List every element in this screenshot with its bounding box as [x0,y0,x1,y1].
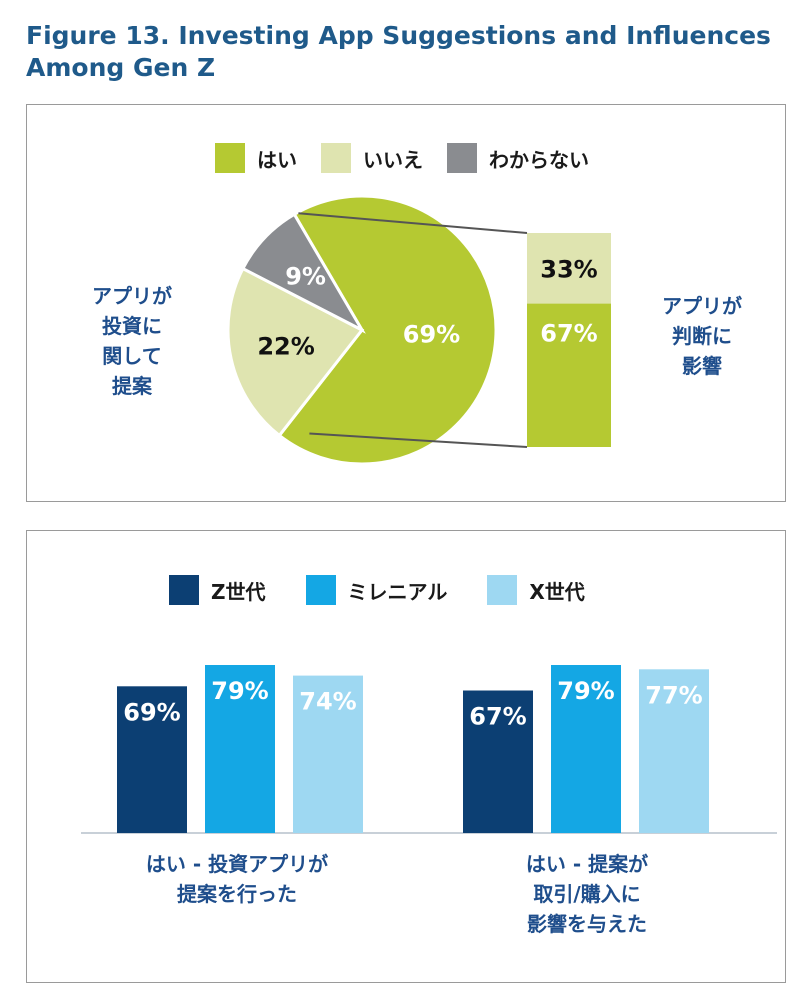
connector-line-bottom [309,432,528,448]
bar-category-label: はい - 提案が 取引/購入に 影響を与えた [437,849,737,939]
legend-label-no: いいえ [363,147,423,172]
connector-line-top [298,212,528,234]
pie-chart-panel: はい いいえ わからない アプリが 投資に 関して 提案 69% 22% 9% 33%… [26,104,786,502]
legend-label-millennial: ミレニアル [347,579,448,604]
figure-title: Figure 13. Investing App Suggestions and… [26,20,786,84]
figure-title-line-2: Among Gen Z [26,53,216,82]
legend-item-gen-x: X世代 [487,575,585,605]
pie-left-label-line: アプリが [92,284,172,308]
grouped-bar-chart: 69% 79% 74% 67% 79% 77% [81,665,777,834]
bar-value-label: 67% [469,703,526,731]
bar-value-label: 79% [211,677,268,705]
stacked-bar-no [527,233,611,304]
legend-item-yes: はい [215,143,297,173]
pie-label-no: 22% [257,333,314,361]
bar-category-label-line: はい - 提案が [525,852,649,876]
legend-item-gen-z: Z世代 [169,575,266,605]
pie-legend: はい いいえ わからない [215,143,613,173]
pie-slice-yes [277,194,498,466]
bar-category-label-line: 取引/購入に [533,882,641,906]
bar-right-label-line: 判断に [672,324,732,348]
pie-chart: 69% 22% 9% 33% 67% [226,194,611,466]
bar-category-label-line: 影響を与えた [527,912,647,936]
legend-swatch-yes [215,143,245,173]
legend-label-dont-know: わからない [489,147,589,172]
legend-label-gen-z: Z世代 [211,579,266,604]
bar-chart-panel: Z世代 ミレニアル X世代 69% 79% 74% 67% 79% 77% はい - 投資… [26,530,786,983]
legend-swatch-dont-know [447,143,477,173]
bar-millennial [551,665,621,833]
pie-left-label-line: 提案 [112,374,152,398]
bar-category-label: はい - 投資アプリが 提案を行った [87,849,387,909]
bar-right-label-line: 影響 [682,354,722,378]
bar-gen-z [463,690,533,833]
pie-label-yes: 69% [403,321,460,349]
pie-left-label-line: 投資に [102,314,162,338]
legend-swatch-no [321,143,351,173]
pie-left-label-line: 関して [102,344,162,368]
legend-swatch-millennial [305,575,336,605]
bar-right-label: アプリが 判断に 影響 [627,291,777,381]
bar-value-label: 74% [299,688,356,716]
pie-label-dont-know: 9% [285,263,326,291]
legend-swatch-gen-z [169,575,199,605]
bar-value-label: 79% [557,677,614,705]
bar-gen-z [117,686,187,833]
pie-slice-no [226,266,365,438]
bar-gen-x [639,669,709,833]
bar-right-label-line: アプリが [662,294,742,318]
bar-millennial [205,665,275,833]
bar-value-label: 77% [645,681,702,709]
bar-category-label-line: 提案を行った [177,882,297,906]
pie-slice-dont-know [240,212,366,334]
bar-category-label-line: はい - 投資アプリが [145,852,329,876]
legend-item-no: いいえ [321,143,423,173]
bar-gen-x [293,675,363,833]
bar-legend: Z世代 ミレニアル X世代 [169,575,609,605]
stacked-bar-yes [527,303,611,447]
bar-value-label: 69% [123,698,180,726]
legend-item-millennial: ミレニアル [305,575,448,605]
pie-left-label: アプリが 投資に 関して 提案 [47,281,217,401]
legend-swatch-gen-x [487,575,518,605]
legend-item-dont-know: わからない [447,143,589,173]
figure-title-line-1: Figure 13. Investing App Suggestions and… [26,21,771,50]
stacked-bar-label-no: 33% [540,255,597,283]
legend-label-yes: はい [257,147,297,172]
legend-label-gen-x: X世代 [529,579,585,604]
stacked-bar-label-yes: 67% [540,320,597,348]
